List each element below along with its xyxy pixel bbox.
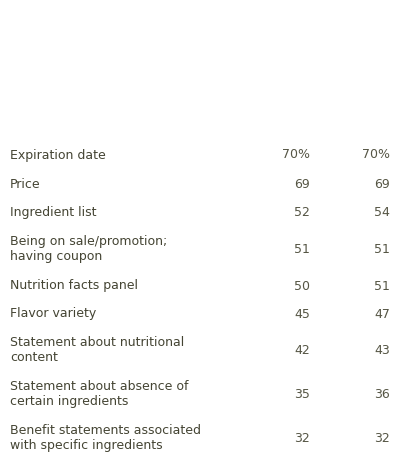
- Text: 51: 51: [374, 280, 390, 292]
- Text: 51: 51: [374, 242, 390, 256]
- Text: 70%: 70%: [282, 148, 310, 162]
- Text: Benefit statements associated
with specific ingredients: Benefit statements associated with speci…: [10, 424, 201, 452]
- Text: 52: 52: [294, 206, 310, 218]
- Text: Ingredient list: Ingredient list: [10, 206, 96, 218]
- Text: Expiration date: Expiration date: [10, 148, 106, 162]
- Text: Dog/cat
owners: Dog/cat owners: [334, 100, 392, 128]
- Text: 69: 69: [294, 178, 310, 191]
- Text: Statement about absence of
certain ingredients: Statement about absence of certain ingre…: [10, 380, 188, 408]
- Text: 47: 47: [374, 307, 390, 321]
- Text: 50: 50: [294, 280, 310, 292]
- Text: 43: 43: [374, 344, 390, 356]
- Text: Statement about nutritional
content: Statement about nutritional content: [10, 336, 184, 364]
- Text: 32: 32: [294, 431, 310, 444]
- Text: 69: 69: [374, 178, 390, 191]
- Text: Flavor variety: Flavor variety: [10, 307, 96, 321]
- Text: Being on sale/promotion;
having coupon: Being on sale/promotion; having coupon: [10, 235, 167, 263]
- Text: 32: 32: [374, 431, 390, 444]
- Text: 42: 42: [294, 344, 310, 356]
- Text: 54: 54: [374, 206, 390, 218]
- Text: 36: 36: [374, 388, 390, 400]
- Text: CONSIDERED “VERY IMPORTANT”: CONSIDERED “VERY IMPORTANT”: [12, 54, 313, 69]
- Text: 70%: 70%: [362, 148, 390, 162]
- Text: Attribute: Attribute: [10, 119, 78, 132]
- Text: 35: 35: [294, 388, 310, 400]
- Text: Price: Price: [10, 178, 41, 191]
- Text: 51: 51: [294, 242, 310, 256]
- Text: Nutrition facts panel: Nutrition facts panel: [10, 280, 138, 292]
- Text: TABLE 1: FOOD PRODUCT ATTRIBUTES: TABLE 1: FOOD PRODUCT ATTRIBUTES: [12, 17, 356, 32]
- Text: Shoppers
overall: Shoppers overall: [241, 100, 312, 128]
- Text: 45: 45: [294, 307, 310, 321]
